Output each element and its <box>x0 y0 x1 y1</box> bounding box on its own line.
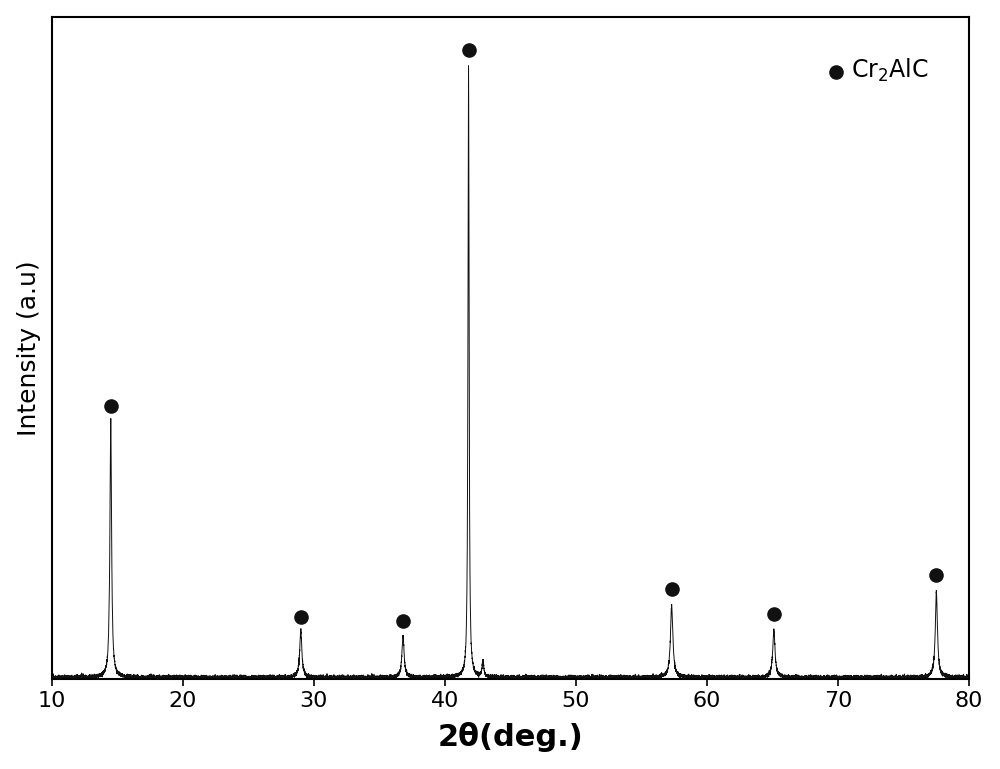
Point <box>461 45 477 57</box>
Y-axis label: Intensity (a.u): Intensity (a.u) <box>17 260 41 436</box>
Point <box>766 608 782 620</box>
Point <box>395 615 411 628</box>
Point <box>293 611 309 624</box>
Point <box>928 569 944 581</box>
Legend: Cr$_2$AlC: Cr$_2$AlC <box>804 28 957 112</box>
X-axis label: 2θ(deg.): 2θ(deg.) <box>438 722 583 752</box>
Point <box>103 400 119 412</box>
Point <box>664 583 680 595</box>
